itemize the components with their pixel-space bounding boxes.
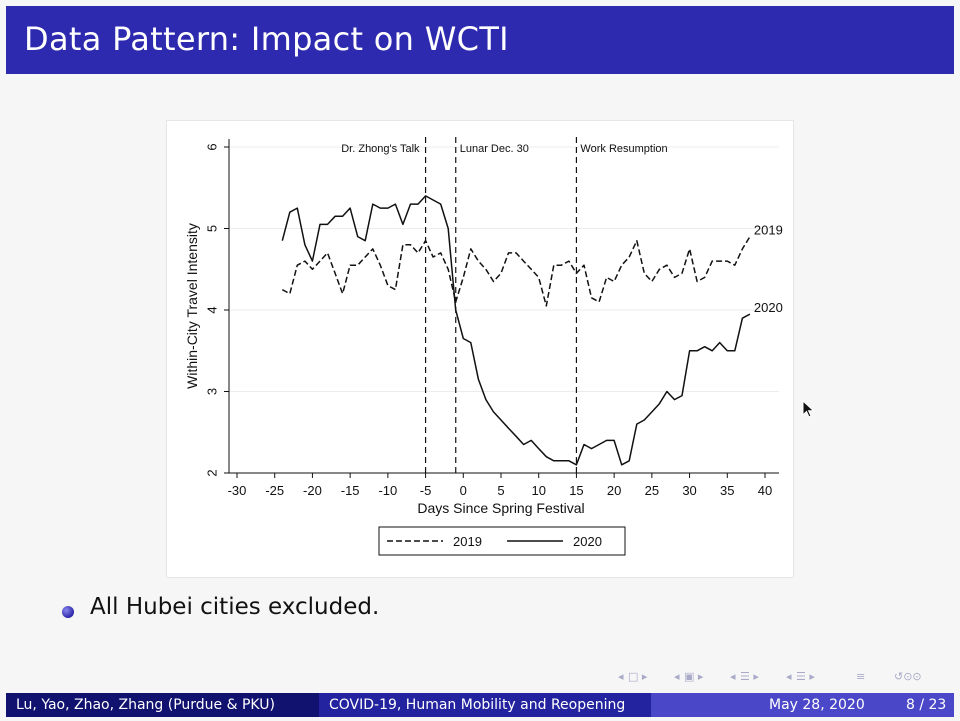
x-tick-label: 40 xyxy=(758,483,772,498)
x-tick-label: 15 xyxy=(569,483,583,498)
subsection-back-icon[interactable]: ◂ xyxy=(674,670,680,683)
x-axis-title: Days Since Spring Festival xyxy=(417,500,584,516)
footer-talk-title: COVID-19, Human Mobility and Reopening xyxy=(319,693,651,717)
series-line-2020 xyxy=(281,195,751,466)
x-tick-label: 30 xyxy=(682,483,696,498)
x-tick-label: -25 xyxy=(265,483,284,498)
y-tick-label: 5 xyxy=(204,225,219,232)
series-end-label: 2019 xyxy=(754,223,783,238)
footer-date: May 28, 2020 xyxy=(769,697,865,713)
plot-area xyxy=(229,135,779,473)
x-tick-label: 25 xyxy=(645,483,659,498)
navigation-controls: ◂ □ ▸ ◂ ▣ ▸ ◂ ☰ ▸ ◂ ☰ ▸ ≡ ↺⊙⊙ xyxy=(618,670,948,686)
x-tick-label: 5 xyxy=(497,483,504,498)
x-tick-label: -30 xyxy=(228,483,247,498)
x-tick-label: -5 xyxy=(420,483,432,498)
series-end-label: 2020 xyxy=(754,300,783,315)
chart-panel: 2 3 4 5 6 -30 -25 -20 -15 -10 -5 0 5 10 15 20 25 30 35 40 Da… xyxy=(166,120,794,578)
y-tick-label: 6 xyxy=(204,143,219,150)
bullet-icon xyxy=(62,606,74,618)
legend-label: 2020 xyxy=(573,534,602,549)
y-tick-label: 2 xyxy=(204,469,219,476)
slide-forward-icon[interactable]: ☰ ▸ xyxy=(796,670,815,683)
mouse-cursor-icon xyxy=(802,400,815,418)
page-number: 8 / 23 xyxy=(906,697,947,713)
title-bar: Data Pattern: Impact on WCTI xyxy=(6,6,954,74)
frame-back-icon[interactable]: ◂ xyxy=(618,670,624,683)
x-tick-label: 10 xyxy=(531,483,545,498)
subsection-forward-icon[interactable]: ▣ ▸ xyxy=(684,670,704,683)
x-tick-label: -15 xyxy=(341,483,360,498)
event-label: Lunar Dec. 30 xyxy=(460,143,529,155)
event-label: Work Resumption xyxy=(580,143,667,155)
section-forward-icon[interactable]: ☰ ▸ xyxy=(740,670,759,683)
footer: Lu, Yao, Zhao, Zhang (Purdue & PKU) COVI… xyxy=(6,693,954,717)
x-tick-label: 35 xyxy=(720,483,734,498)
event-label: Dr. Zhong's Talk xyxy=(341,143,420,155)
y-tick-label: 3 xyxy=(204,388,219,395)
search-icon[interactable]: ↺⊙⊙ xyxy=(894,670,922,683)
footer-right: May 28, 2020 8 / 23 xyxy=(651,693,954,717)
line-chart: 2 3 4 5 6 -30 -25 -20 -15 -10 -5 0 5 10 15 20 25 30 35 40 Da… xyxy=(184,135,783,556)
align-icon[interactable]: ≡ xyxy=(856,670,866,683)
section-back-icon[interactable]: ◂ xyxy=(730,670,736,683)
footer-talk-title-text: COVID-19, Human Mobility and Reopening xyxy=(329,697,626,713)
x-tick-label: -20 xyxy=(303,483,322,498)
series-line-2019 xyxy=(281,236,751,307)
frame-forward-icon[interactable]: □ ▸ xyxy=(628,670,648,683)
x-tick-label: 0 xyxy=(460,483,467,498)
bullet-text: All Hubei cities excluded. xyxy=(90,594,380,620)
slide-back-icon[interactable]: ◂ xyxy=(786,670,792,683)
x-tick-label: 20 xyxy=(607,483,621,498)
legend-label: 2019 xyxy=(453,534,482,549)
y-tick-label: 4 xyxy=(204,306,219,313)
x-tick-label: -10 xyxy=(378,483,397,498)
footer-authors: Lu, Yao, Zhao, Zhang (Purdue & PKU) xyxy=(6,693,319,717)
footer-authors-text: Lu, Yao, Zhao, Zhang (Purdue & PKU) xyxy=(16,697,275,713)
slide-title: Data Pattern: Impact on WCTI xyxy=(24,20,509,58)
y-axis-title: Within-City Travel Intensity xyxy=(184,223,200,389)
